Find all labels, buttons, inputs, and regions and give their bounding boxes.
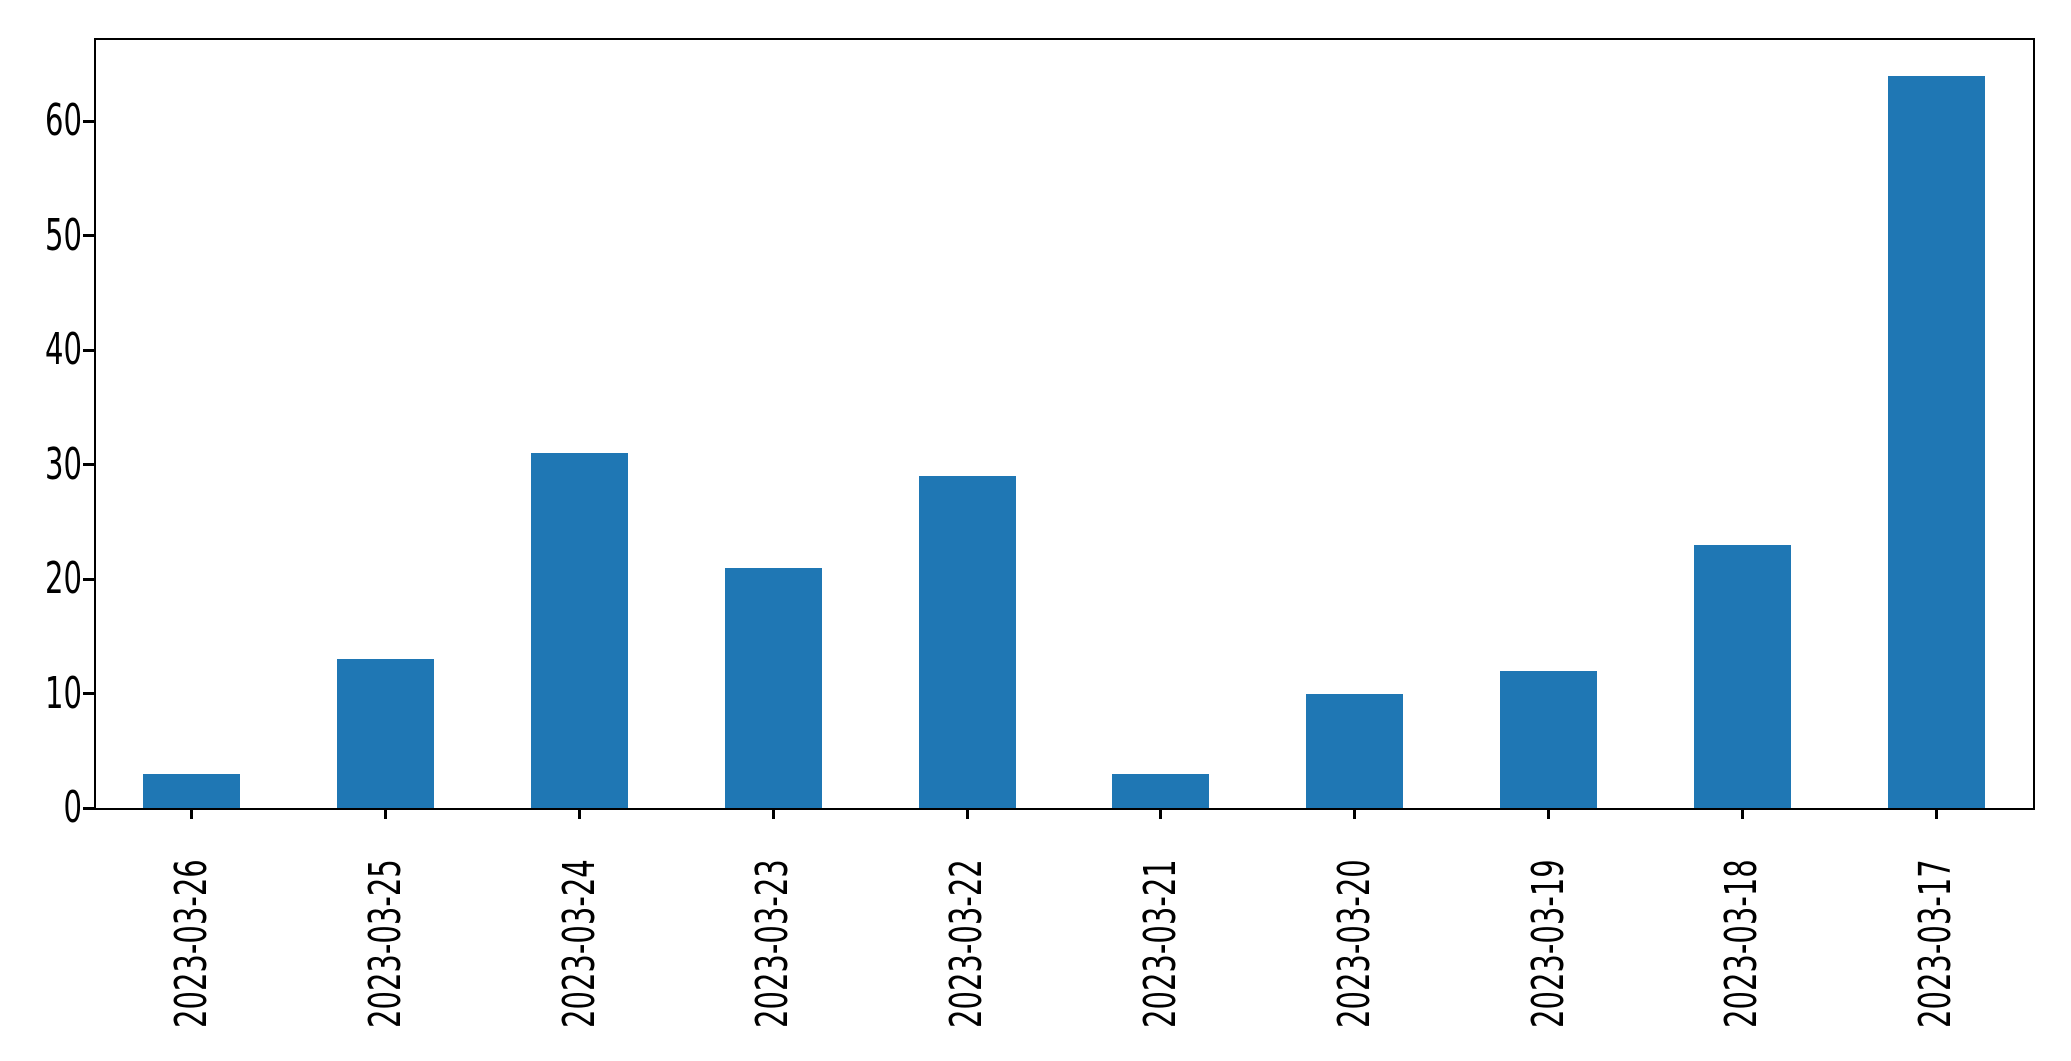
x-tick-mark xyxy=(1740,809,1744,819)
bar-2023-03-19 xyxy=(1500,670,1597,808)
x-tick-label: 2023-03-20 xyxy=(1328,859,1380,1028)
y-tick-mark xyxy=(83,463,94,467)
x-tick-label: 2023-03-17 xyxy=(1910,859,1962,1028)
bar-2023-03-23 xyxy=(724,567,822,808)
bar-2023-03-20 xyxy=(1306,693,1404,808)
bar-2023-03-26 xyxy=(143,773,241,808)
x-tick-label: 2023-03-25 xyxy=(359,859,411,1028)
x-tick-mark xyxy=(1159,809,1163,819)
x-tick-mark xyxy=(1547,809,1550,819)
bar-2023-03-21 xyxy=(1112,773,1210,808)
y-tick-mark xyxy=(83,806,94,810)
y-tick-label: 20 xyxy=(45,553,82,605)
x-tick-label: 2023-03-26 xyxy=(165,859,217,1028)
y-tick-label: 30 xyxy=(45,438,82,490)
plot-area xyxy=(94,38,2035,810)
bar-2023-03-25 xyxy=(337,659,435,808)
bar-2023-03-24 xyxy=(531,453,628,808)
bar-2023-03-17 xyxy=(1887,75,1985,808)
x-tick-mark xyxy=(190,809,194,819)
y-tick-label: 0 xyxy=(63,782,82,833)
x-tick-label: 2023-03-21 xyxy=(1134,859,1186,1028)
y-tick-label: 60 xyxy=(45,95,82,147)
x-tick-label: 2023-03-23 xyxy=(747,859,799,1028)
x-tick-mark xyxy=(578,809,581,819)
y-tick-mark xyxy=(83,234,94,238)
x-tick-mark xyxy=(965,809,969,819)
x-tick-label: 2023-03-18 xyxy=(1716,859,1768,1028)
bar-2023-03-22 xyxy=(918,476,1016,808)
y-tick-label: 10 xyxy=(45,667,82,719)
bar-2023-03-18 xyxy=(1693,544,1791,808)
y-tick-label: 50 xyxy=(45,209,82,261)
y-tick-mark xyxy=(83,577,94,581)
x-tick-mark xyxy=(771,809,775,819)
x-tick-mark xyxy=(1353,809,1357,819)
y-tick-label: 40 xyxy=(45,324,82,376)
x-tick-label: 2023-03-19 xyxy=(1522,859,1574,1028)
y-tick-mark xyxy=(83,348,94,352)
x-tick-label: 2023-03-22 xyxy=(941,859,993,1028)
x-tick-mark xyxy=(1934,809,1938,819)
x-tick-label: 2023-03-24 xyxy=(553,859,605,1028)
x-tick-mark xyxy=(384,809,388,819)
y-tick-mark xyxy=(83,119,94,123)
y-tick-mark xyxy=(83,692,94,696)
